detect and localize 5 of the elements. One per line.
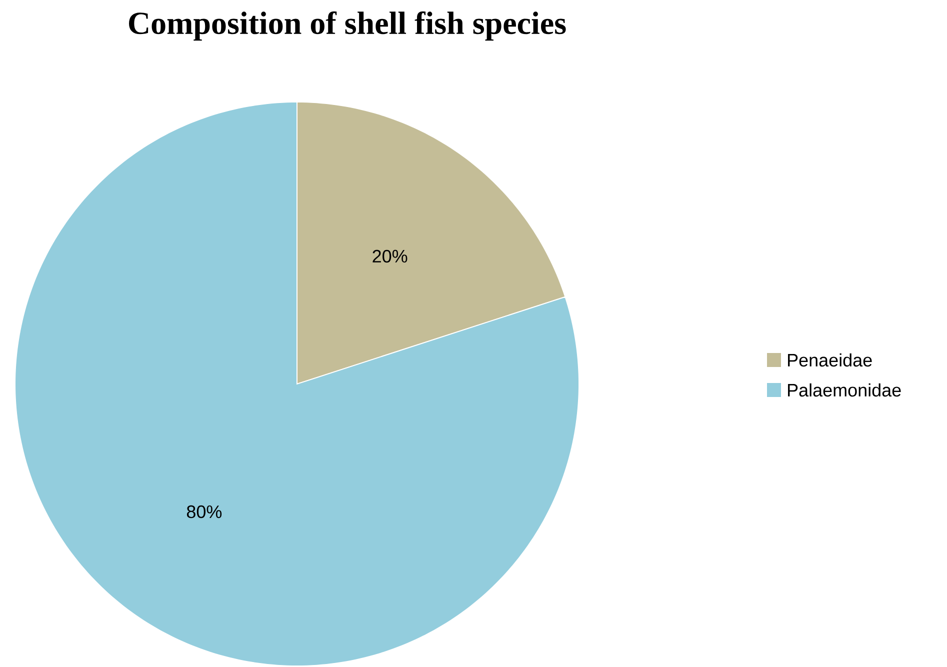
chart-title: Composition of shell fish species	[129, 11, 566, 41]
data-label: 20%	[372, 250, 408, 263]
legend-label: Penaeidae	[788, 353, 872, 367]
legend-label: Palaemonidae	[788, 383, 901, 397]
data-label: 80%	[186, 505, 222, 518]
